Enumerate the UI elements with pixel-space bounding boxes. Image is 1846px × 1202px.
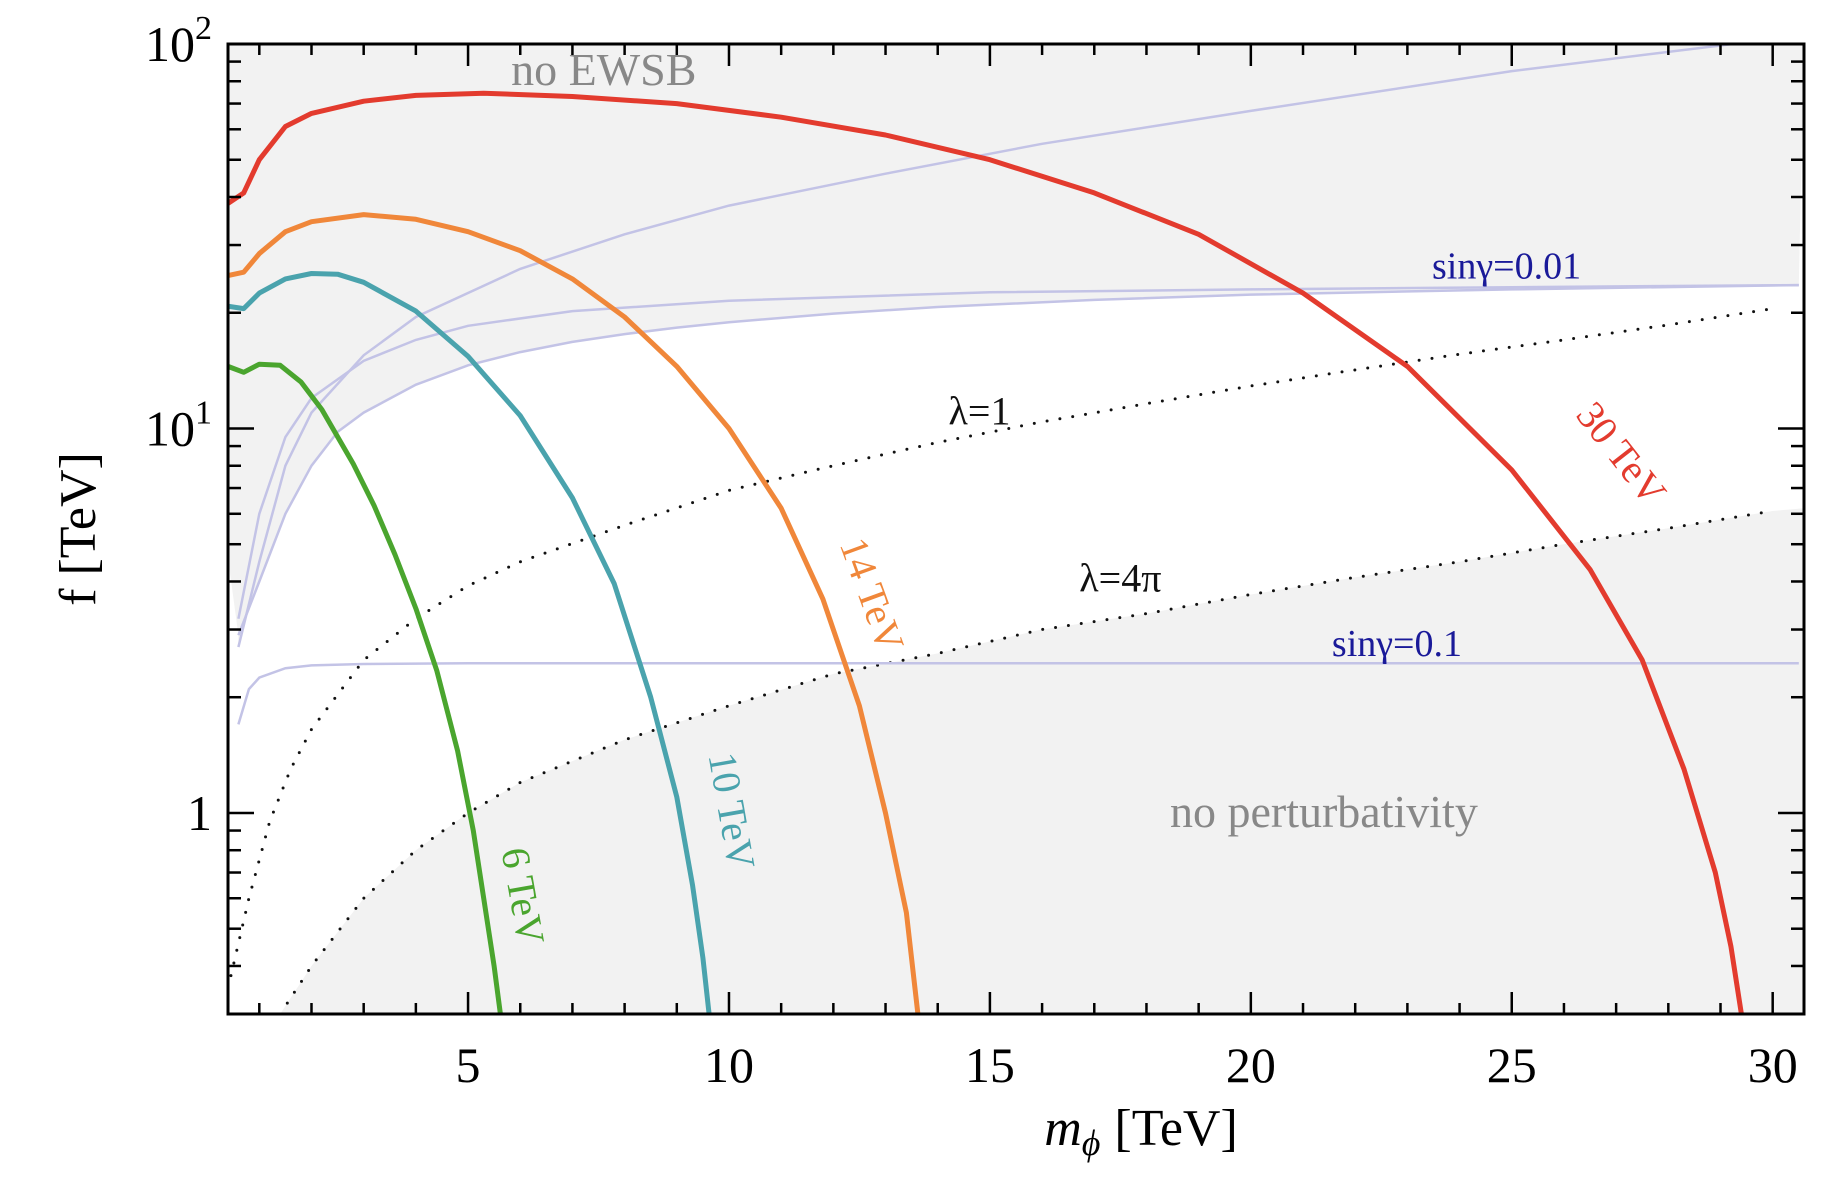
region-label-no-ewsb: no EWSB: [511, 44, 696, 95]
curve-lines: [228, 44, 1799, 1014]
series-line-10-tev: [228, 271, 712, 1014]
line-sin-gamma-0.01: [237, 283, 1799, 619]
x-tick-label: 20: [1226, 1037, 1276, 1093]
x-tick-label: 5: [456, 1037, 481, 1093]
series-label-14-tev: 14 TeV: [831, 532, 914, 658]
y-tick-label: 101: [145, 394, 212, 456]
line-lambda-1: [228, 307, 1775, 990]
x-axis-label: mϕ [TeV]: [1044, 1100, 1238, 1163]
ref-label-lambda-1: λ=1: [948, 389, 1010, 434]
y-axis-label: f [TeV]: [50, 452, 107, 606]
y-tick-label: 102: [145, 10, 212, 72]
shaded-regions: [228, 44, 1804, 1014]
x-tick-label: 15: [965, 1037, 1015, 1093]
ref-label-sin-gamma-0.01: sinγ=0.01: [1432, 245, 1581, 287]
line-ewsb-boundary-lower: [237, 283, 1799, 636]
plot-frame: [226, 42, 1806, 1016]
ref-label-lambda-4pi: λ=4π: [1079, 555, 1161, 600]
region-label-no-perturbativity: no perturbativity: [1170, 786, 1478, 837]
x-tick-label: 10: [704, 1037, 754, 1093]
region-no-ewsb-lower-band: [228, 44, 1804, 636]
series-line-14-tev: [228, 212, 921, 1014]
series-line-30-tev: [228, 90, 1744, 1014]
series-line-6-tev: [228, 361, 503, 1014]
axis-ticks: 5 10 15 20 25 30 1 101 102: [145, 10, 1804, 1093]
y-tick-label: 1: [187, 785, 212, 841]
line-ewsb-boundary-upper: [237, 44, 1744, 648]
line-sin-gamma-0.1: [237, 662, 1799, 725]
x-tick-label: 30: [1748, 1037, 1798, 1093]
region-no-perturbativity: [228, 508, 1804, 1014]
ref-label-sin-gamma-0.1: sinγ=0.1: [1332, 623, 1462, 665]
x-tick-label: 25: [1487, 1037, 1537, 1093]
series-label-30-tev: 30 TeV: [1568, 393, 1676, 513]
